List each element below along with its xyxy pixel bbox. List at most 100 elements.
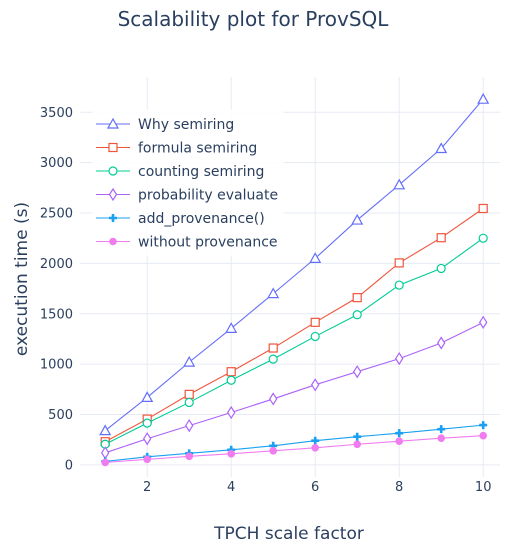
legend-label: counting semiring: [138, 164, 264, 180]
series-counting-semiring: [100, 233, 488, 449]
series-line: [104, 237, 484, 445]
triangle-marker: [225, 322, 238, 333]
square-marker: [226, 367, 236, 377]
circle-marker: [310, 331, 320, 342]
cross-marker: [311, 436, 320, 445]
series-layer: [99, 92, 490, 467]
series-line: [105, 424, 484, 462]
series-add-provenance: [101, 421, 488, 466]
x-tick-label: 6: [311, 480, 319, 495]
triangle-marker: [435, 142, 448, 154]
dot-marker: [395, 437, 404, 446]
legend-label: without provenance: [138, 235, 278, 251]
diamond-marker: [226, 405, 236, 420]
circle-marker: [184, 397, 194, 408]
x-tick-label: 2: [143, 480, 151, 495]
circle-marker: [108, 166, 118, 176]
cross-marker: [109, 214, 117, 222]
legend-item: counting semiring: [96, 164, 264, 180]
series-line: [105, 321, 484, 454]
x-tick-label: 10: [475, 480, 492, 495]
triangle-marker: [309, 252, 322, 263]
square-marker: [478, 203, 488, 214]
legend: Why semiring formula semiring counting sem…: [92, 110, 284, 256]
square-marker: [310, 317, 320, 327]
dot-marker: [143, 455, 151, 464]
series-line: [104, 208, 484, 443]
dot-marker: [101, 458, 109, 467]
legend-item: without provenance: [96, 235, 278, 251]
diamond-marker: [394, 351, 404, 366]
square-marker: [394, 258, 404, 268]
triangle-marker: [99, 424, 112, 436]
dot-marker: [269, 447, 278, 455]
tick-labels: 0 500 1000 1500 2000 2500 3000 3500 2 4 6 8 10: [40, 106, 492, 495]
y-tick-label: 2500: [40, 207, 73, 222]
legend-background: [92, 110, 284, 256]
series-probability-evaluate: [100, 315, 488, 460]
diamond-marker: [478, 315, 488, 329]
triangle-marker: [393, 178, 406, 190]
dot-marker: [311, 443, 320, 452]
y-tick-label: 3000: [40, 156, 73, 171]
y-tick-label: 1000: [40, 358, 73, 373]
circle-marker: [268, 354, 278, 364]
square-marker: [108, 142, 118, 153]
y-tick-label: 3500: [40, 106, 73, 121]
legend-item: probability evaluate: [96, 188, 278, 204]
cross-marker: [437, 425, 446, 434]
x-tick-label: 4: [227, 480, 235, 495]
dot-marker: [185, 452, 193, 461]
diamond-marker: [108, 187, 118, 202]
y-tick-label: 2000: [40, 257, 73, 272]
circle-marker: [394, 280, 404, 290]
diamond-marker: [352, 365, 362, 379]
triangle-marker: [267, 287, 280, 299]
series-line: [104, 98, 484, 432]
y-tick-label: 0: [65, 458, 73, 473]
dot-marker: [479, 431, 488, 440]
cross-marker: [395, 429, 404, 438]
chart-title: Scalability plot for ProvSQL: [118, 7, 390, 31]
square-marker: [184, 389, 194, 399]
legend-label: formula semiring: [138, 141, 257, 157]
cross-marker: [479, 421, 488, 430]
y-tick-label: 500: [48, 408, 73, 423]
triangle-marker: [141, 391, 154, 403]
y-axis-title: execution time (s): [12, 202, 32, 356]
triangle-marker: [183, 355, 196, 367]
square-marker: [352, 293, 362, 303]
diamond-marker: [310, 378, 320, 392]
cross-marker: [353, 432, 362, 441]
series-line: [105, 435, 484, 463]
x-tick-label: 8: [395, 480, 403, 495]
diamond-marker: [184, 418, 194, 433]
dot-marker: [109, 237, 117, 246]
circle-marker: [436, 263, 446, 274]
square-marker: [436, 233, 446, 243]
series-formula-semiring: [100, 203, 488, 447]
dot-marker: [437, 434, 446, 443]
circle-marker: [142, 418, 152, 428]
legend-item: add_provenance(): [96, 211, 265, 227]
legend-label: add_provenance(): [138, 211, 265, 227]
circle-marker: [478, 233, 488, 243]
legend-item: formula semiring: [96, 141, 257, 157]
legend-label: probability evaluate: [138, 188, 278, 204]
y-tick-label: 1500: [40, 307, 73, 322]
legend-label: Why semiring: [138, 117, 234, 133]
diamond-marker: [436, 336, 446, 350]
dot-marker: [227, 450, 235, 458]
legend-item: Why semiring: [96, 117, 234, 133]
triangle-marker: [106, 117, 120, 129]
square-marker: [268, 343, 278, 353]
circle-marker: [226, 375, 236, 385]
diamond-marker: [100, 446, 110, 460]
circle-marker: [352, 310, 362, 320]
dot-marker: [353, 440, 362, 449]
diamond-marker: [142, 432, 152, 446]
diamond-marker: [268, 392, 278, 406]
triangle-marker: [351, 213, 364, 225]
x-axis-title: TPCH scale factor: [213, 524, 364, 542]
